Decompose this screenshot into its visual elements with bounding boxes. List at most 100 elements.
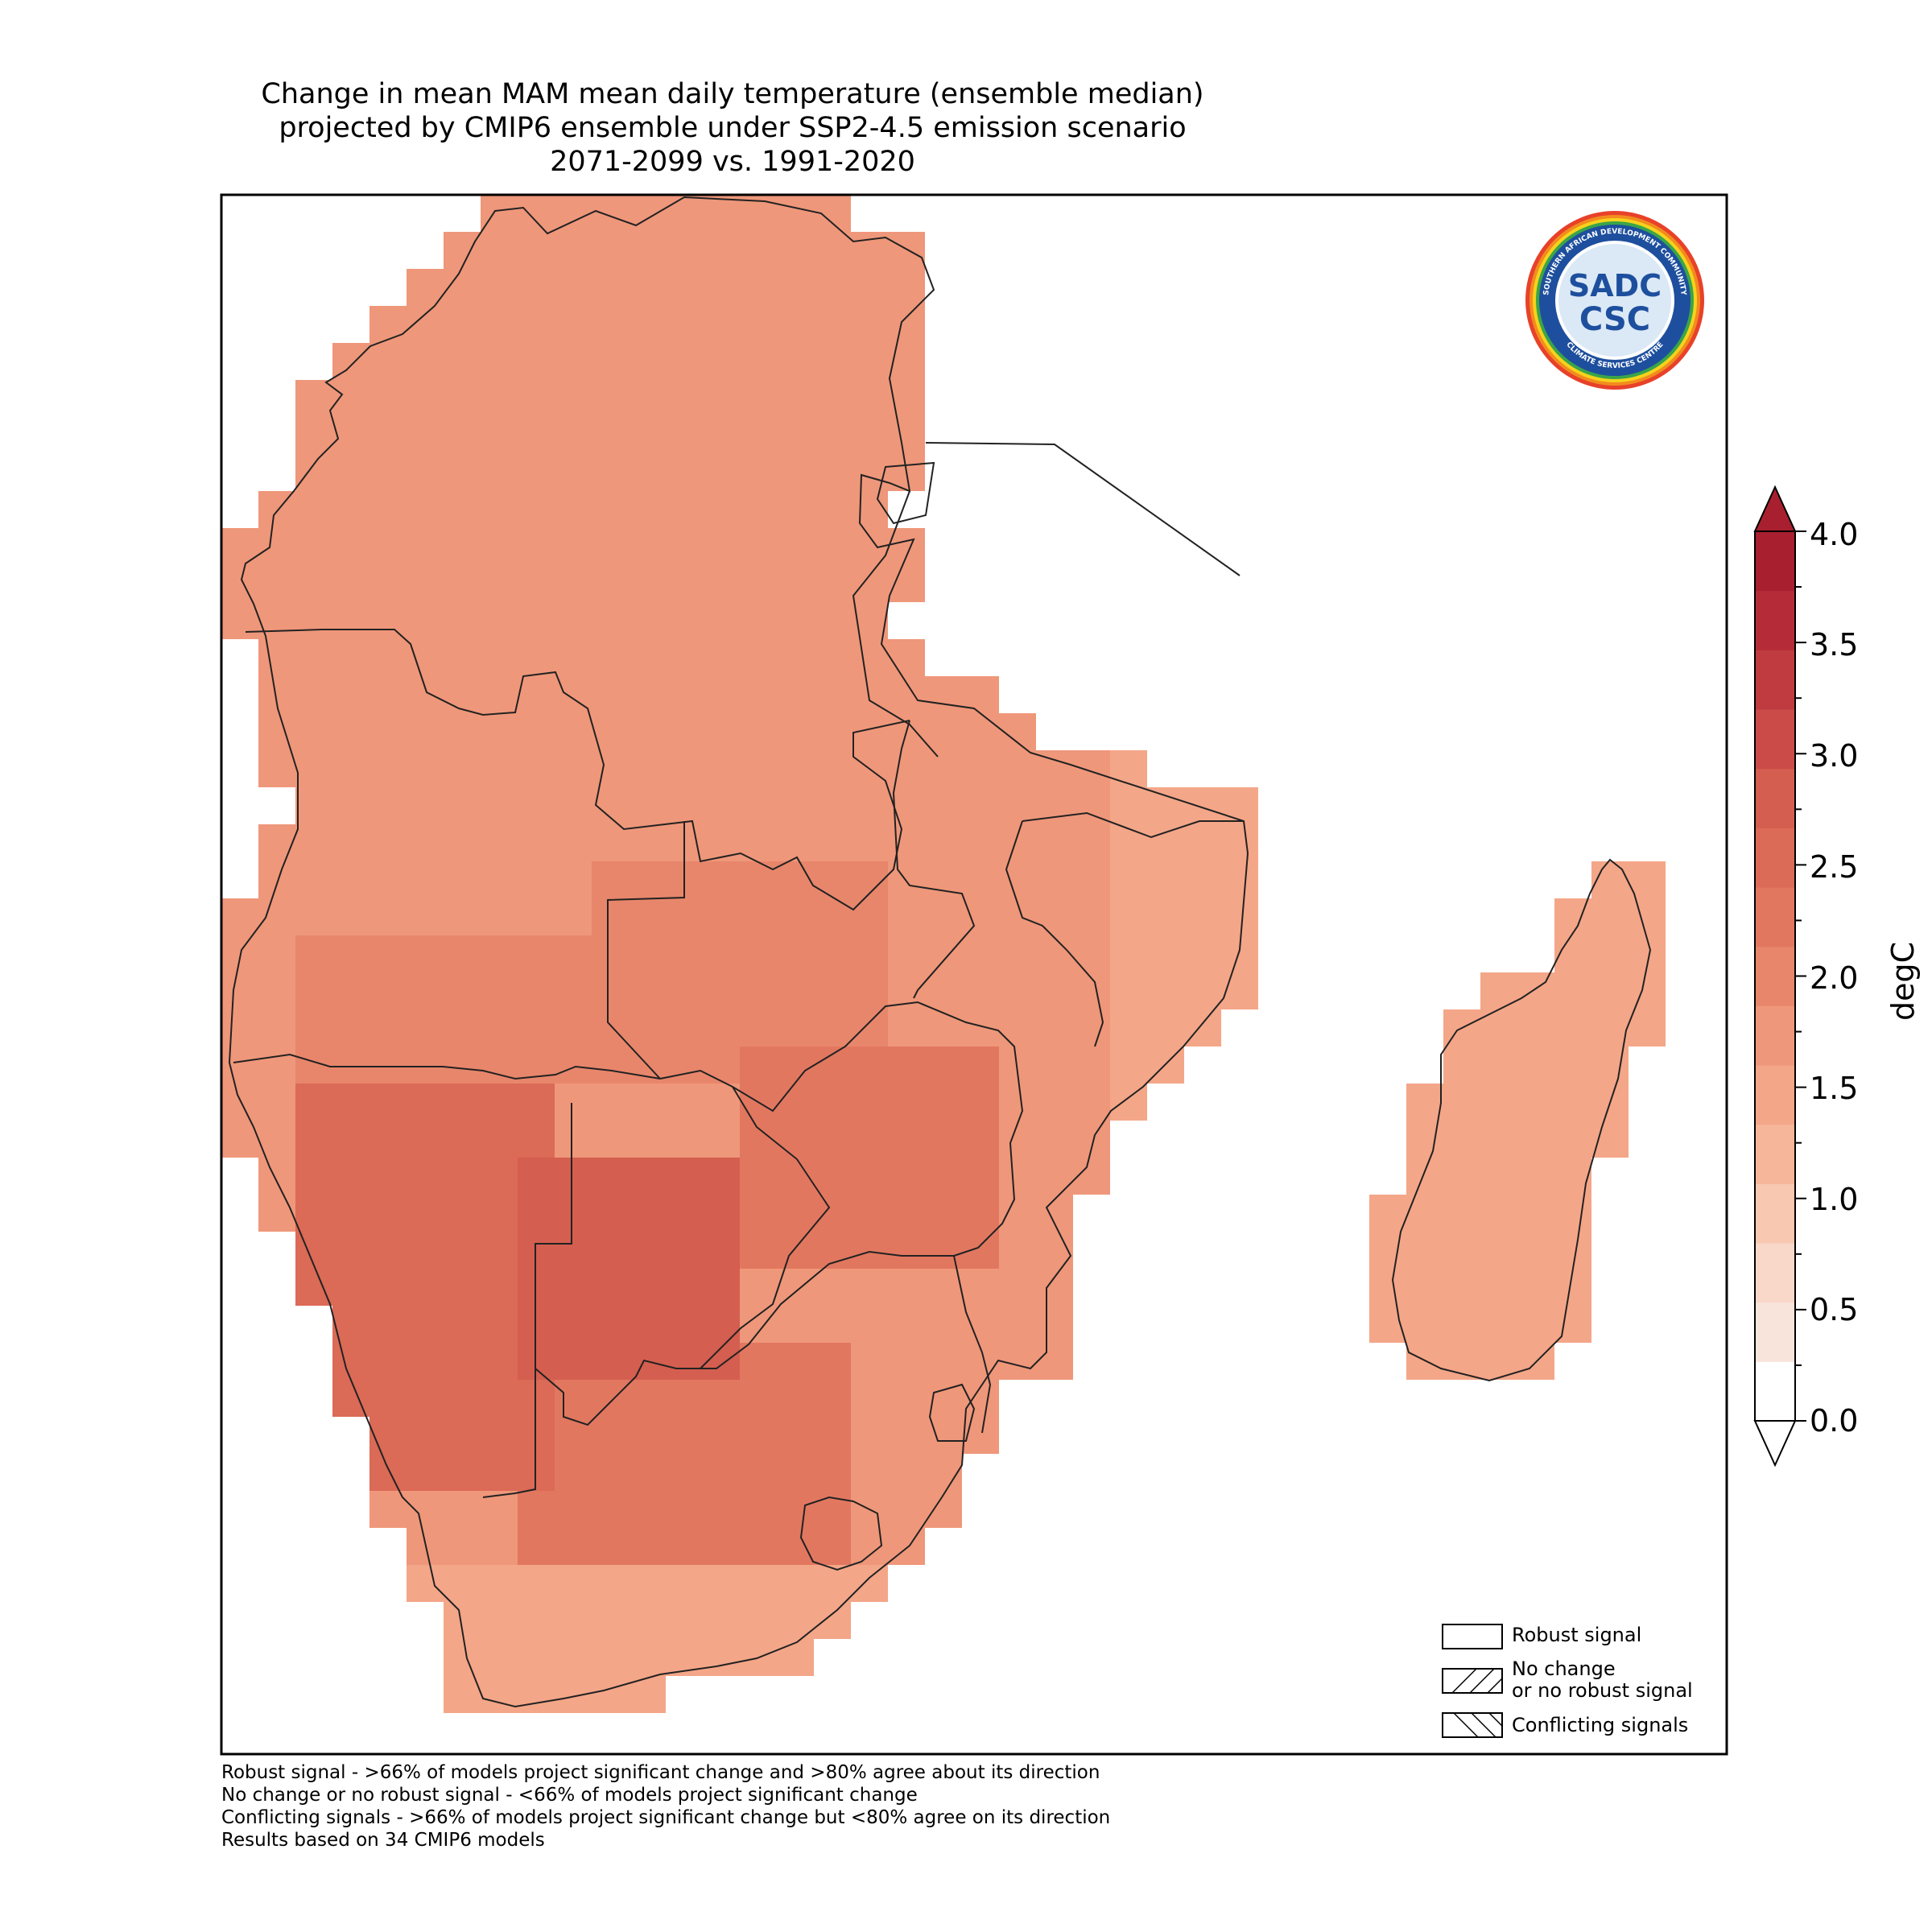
grid-cell <box>444 1306 481 1343</box>
colorbar-tick-3: 1.5 <box>1810 1071 1859 1106</box>
grid-cell <box>703 491 740 528</box>
grid-cell <box>1629 898 1666 935</box>
grid-cell <box>481 1528 518 1565</box>
grid-cell <box>703 1121 740 1158</box>
grid-cell <box>407 1121 444 1158</box>
grid-cell <box>592 1269 629 1306</box>
colorbar-segment <box>1755 1065 1795 1125</box>
grid-cell <box>777 1306 814 1343</box>
grid-cell <box>888 1232 925 1269</box>
grid-cell <box>592 639 629 676</box>
grid-cell <box>1480 1232 1517 1269</box>
grid-cell <box>518 1491 555 1528</box>
grid-cell <box>777 861 814 898</box>
grid-cell <box>444 565 481 602</box>
grid-cell <box>332 343 369 380</box>
grid-cell <box>444 824 481 861</box>
grid-cell <box>407 343 444 380</box>
country-borders <box>228 196 1652 1708</box>
grid-cell <box>851 491 888 528</box>
grid-cell <box>369 713 407 750</box>
grid-cell <box>1221 861 1258 898</box>
grid-cell <box>295 602 332 639</box>
grid-cell <box>777 1417 814 1454</box>
grid-cell <box>703 1528 740 1565</box>
grid-cell <box>777 306 814 343</box>
grid-cell <box>629 787 666 824</box>
grid-cell <box>258 750 295 787</box>
grid-cell <box>814 1009 851 1046</box>
grid-cell <box>925 713 962 750</box>
grid-cell <box>1443 1269 1480 1306</box>
grid-cell <box>1184 1009 1221 1046</box>
grid-cell <box>1073 1084 1110 1121</box>
grid-cell <box>777 1009 814 1046</box>
grid-cell <box>332 713 369 750</box>
grid-cell <box>481 1084 518 1121</box>
grid-cell <box>925 1306 962 1343</box>
grid-cell <box>1036 1158 1073 1195</box>
grid-cell <box>777 1491 814 1528</box>
grid-cell <box>1147 861 1184 898</box>
grid-cell <box>369 1269 407 1306</box>
colorbar-tick-7: 3.5 <box>1810 627 1859 663</box>
grid-cell <box>629 639 666 676</box>
grid-cell <box>1591 935 1629 972</box>
grid-cell <box>444 1084 481 1121</box>
grid-cell <box>666 972 703 1009</box>
grid-cell <box>407 1009 444 1046</box>
grid-cell <box>407 1528 444 1565</box>
grid-cell <box>407 1232 444 1269</box>
grid-cell <box>851 787 888 824</box>
grid-cell <box>444 1158 481 1195</box>
grid-cell <box>1406 1195 1443 1232</box>
grid-cell <box>1369 1232 1406 1269</box>
grid-cell <box>777 676 814 713</box>
grid-cell <box>518 1565 555 1602</box>
grid-cell <box>666 1195 703 1232</box>
grid-cell <box>777 195 814 232</box>
grid-cell <box>999 1009 1036 1046</box>
grid-cell <box>555 1269 592 1306</box>
grid-cell <box>777 1046 814 1084</box>
grid-cell <box>888 417 925 454</box>
grid-cell <box>592 454 629 491</box>
grid-cell <box>814 232 851 269</box>
grid-cell <box>481 1232 518 1269</box>
grid-cell <box>777 417 814 454</box>
grid-cell <box>407 1084 444 1121</box>
grid-cell <box>555 565 592 602</box>
grid-cell <box>666 1417 703 1454</box>
grid-cell <box>666 232 703 269</box>
grid-cell <box>481 195 518 232</box>
footnote-1: Robust signal - >66% of models project s… <box>221 1762 1100 1783</box>
grid-cell <box>592 1417 629 1454</box>
grid-cell <box>925 676 962 713</box>
grid-cell <box>1221 898 1258 935</box>
grid-cell <box>407 454 444 491</box>
grid-cell <box>851 1158 888 1195</box>
grid-cell <box>1554 1269 1591 1306</box>
grid-cell <box>962 824 999 861</box>
grid-cell <box>888 1380 925 1417</box>
grid-cell <box>592 1528 629 1565</box>
grid-cell <box>888 1195 925 1232</box>
grid-cell <box>777 1343 814 1380</box>
grid-cell <box>407 565 444 602</box>
grid-cell <box>518 861 555 898</box>
grid-cell <box>444 713 481 750</box>
grid-cell <box>629 1195 666 1232</box>
grid-cell <box>444 1009 481 1046</box>
colorbar-segment <box>1755 1183 1795 1244</box>
grid-cell <box>592 528 629 565</box>
grid-cell <box>555 750 592 787</box>
grid-cell <box>666 528 703 565</box>
grid-cell <box>999 713 1036 750</box>
grid-cell <box>1110 1046 1147 1084</box>
grid-cell <box>592 972 629 1009</box>
grid-cell <box>407 898 444 935</box>
colorbar-tick-1: 0.5 <box>1810 1292 1859 1327</box>
grid-cell <box>777 1084 814 1121</box>
grid-cell <box>999 1306 1036 1343</box>
grid-cell <box>481 269 518 306</box>
